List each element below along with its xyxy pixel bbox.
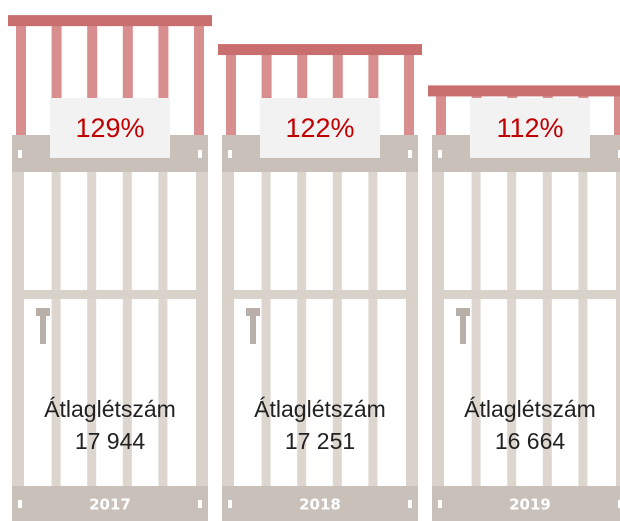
red-bar [404,54,414,135]
red-bar [16,25,26,136]
rivet [438,150,442,158]
headcount-title: Átlaglétszám [254,396,386,422]
lock [250,316,256,344]
gate-bar [578,135,588,521]
red-bar [261,54,272,135]
red-bar [158,25,169,136]
gate-rail [12,290,208,299]
red-top-rail [428,85,620,97]
gate-post [432,135,444,521]
headcount-label: 16 664 [495,428,566,454]
year-label: 2017 [89,496,131,514]
rivet [18,150,22,158]
headcount-label: 17 251 [285,428,355,454]
value-label: 112% [496,113,563,143]
gate-band [12,486,208,521]
gate-post [196,135,208,521]
red-bar [51,25,62,136]
gate-post [12,135,24,521]
gate-bar [261,135,271,521]
rivet [618,500,620,508]
gate-rail [222,290,418,299]
gate-band [432,486,620,521]
year-label: 2019 [509,496,551,514]
red-bar [194,25,204,136]
lock [36,308,50,316]
red-bar [368,54,379,135]
red-bar [297,54,308,135]
gate-bar [297,135,307,521]
red-bar [332,54,343,135]
headcount-title: Átlaglétszám [464,396,596,422]
rivet [408,150,412,158]
gate-bar [51,135,61,521]
gate-rail [432,290,620,299]
red-bar [87,25,98,136]
headcount-label: 17 944 [75,428,146,454]
gate-bar [122,135,132,521]
year-label: 2018 [299,496,341,514]
value-label: 122% [285,113,354,143]
red-bar [122,25,133,136]
value-box [260,98,380,158]
lock [40,316,46,344]
gate-bar [158,135,168,521]
gate-post [406,135,418,521]
gate-bar [542,135,552,521]
red-bar [436,95,446,135]
headcount-title: Átlaglétszám [44,396,176,422]
lock [456,308,470,316]
value-label: 129% [75,113,144,143]
lock [246,308,260,316]
gate-bar [471,135,481,521]
gate-post [616,135,620,521]
red-top-rail [218,44,422,56]
rivet [18,500,22,508]
gate-band [222,486,418,521]
rivet [228,500,232,508]
gate-bar [368,135,378,521]
red-top-rail [8,15,212,27]
gate-bar [332,135,342,521]
gate-bar [87,135,97,521]
red-bar [614,95,620,135]
rivet [198,500,202,508]
value-box [470,98,590,158]
red-bar [226,54,236,135]
rivet [228,150,232,158]
gate-post [222,135,234,521]
rivet [198,150,202,158]
value-box [50,98,170,158]
rivet [408,500,412,508]
rivet [618,150,620,158]
rivet [438,500,442,508]
lock [460,316,466,344]
gate-bar [507,135,517,521]
